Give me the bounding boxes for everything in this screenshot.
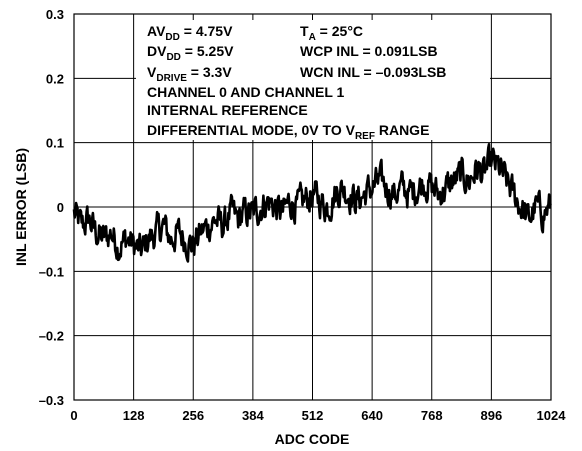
y-tick-label: –0.1 xyxy=(39,264,64,279)
x-tick-label: 128 xyxy=(123,408,145,423)
y-axis-title: INL ERROR (LSB) xyxy=(13,148,29,266)
annotation-line: INTERNAL REFERENCE xyxy=(147,102,308,118)
x-tick-label: 512 xyxy=(302,408,324,423)
x-tick-label: 0 xyxy=(70,408,77,423)
y-tick-label: 0 xyxy=(57,200,64,215)
y-tick-label: 0.1 xyxy=(46,136,64,151)
x-axis-title: ADC CODE xyxy=(275,431,350,447)
y-tick-label: 0.3 xyxy=(46,7,64,22)
x-tick-label: 640 xyxy=(361,408,383,423)
x-tick-label: 256 xyxy=(182,408,204,423)
y-tick-label: –0.2 xyxy=(39,329,64,344)
y-tick-label: –0.3 xyxy=(39,393,64,408)
annotation-line: CHANNEL 0 AND CHANNEL 1 xyxy=(147,84,345,100)
x-tick-label: 768 xyxy=(421,408,443,423)
x-tick-label: 896 xyxy=(481,408,503,423)
x-tick-label: 1024 xyxy=(537,408,567,423)
y-tick-label: 0.2 xyxy=(46,71,64,86)
x-tick-labels: 0 128 256 384 512 640 768 896 1024 xyxy=(70,408,566,423)
x-tick-label: 384 xyxy=(242,408,264,423)
annotation-line: WCP INL = 0.091LSB xyxy=(300,43,438,59)
y-tick-labels: 0.3 0.2 0.1 0 –0.1 –0.2 –0.3 xyxy=(39,7,64,408)
annotation-line: WCN INL = –0.093LSB xyxy=(300,64,446,80)
